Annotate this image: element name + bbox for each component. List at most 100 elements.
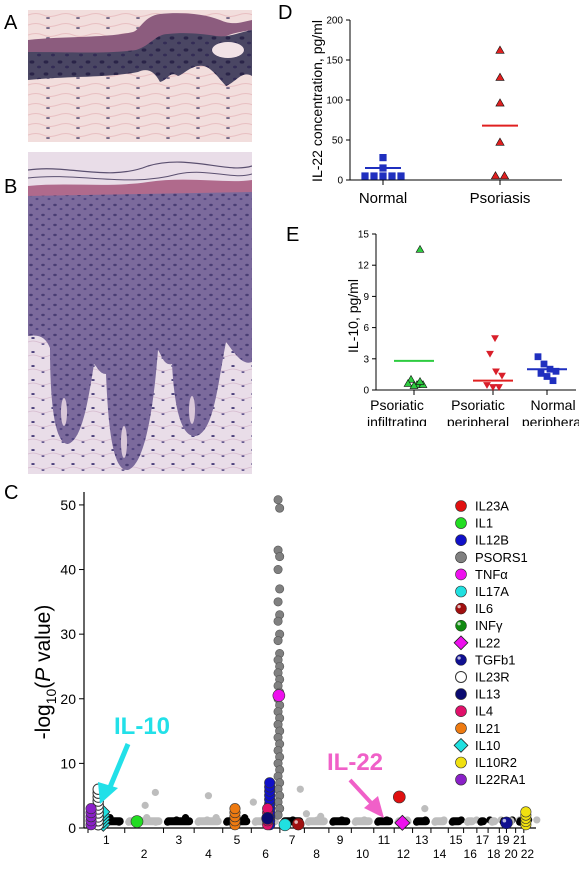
chart-c-legend-label: IL22 <box>475 635 500 650</box>
chart-e-point <box>415 244 425 253</box>
chart-manhattan-plot: 0102030405012345678910111213141516171819… <box>32 492 541 861</box>
chart-c-arrow-il10 <box>105 743 131 793</box>
chart-c-chromosome-label: 14 <box>433 847 447 861</box>
chart-d-point <box>361 172 369 180</box>
chart-e-point <box>486 350 494 358</box>
chart-c-snp-point <box>203 816 211 824</box>
chart-c-gene-point <box>500 816 513 830</box>
chart-c-legend-label: IL22RA1 <box>475 772 526 787</box>
chart-c-snp-point <box>412 818 421 826</box>
chart-e-point <box>409 381 419 389</box>
chart-e-y-tick-label: 15 <box>358 230 370 241</box>
chart-c-legend-marker <box>455 602 467 615</box>
chart-c-chromosome-label: 17 <box>476 833 490 847</box>
chart-c-snp-point <box>463 818 472 826</box>
chart-d-point <box>495 72 505 81</box>
panel-label-c: C <box>4 482 19 504</box>
chart-e-category-label: Psoriatic <box>451 397 505 413</box>
chart-c-legend-label: IL13 <box>475 687 500 702</box>
chart-d-y-tick-label: 100 <box>326 96 343 107</box>
chart-c-snp-point <box>115 818 123 826</box>
chart-d-ylabel: IL-22 concentration, pg/ml <box>309 20 325 182</box>
chart-d-y-tick-label: 200 <box>326 16 343 27</box>
chart-c-gene-point <box>520 806 532 818</box>
chart-c-gene-point <box>394 814 411 831</box>
chart-c-gene-point <box>261 812 274 825</box>
chart-c-chromosome-label: 3 <box>175 833 182 847</box>
chart-c-snp-point <box>212 814 220 822</box>
chart-c-snp-point <box>304 818 312 826</box>
chart-c-psors1-point <box>273 636 283 646</box>
chart-c-legend-marker-highlight <box>457 656 461 660</box>
chart-c-annotation-il22: IL-22 <box>327 749 383 776</box>
chart-c-legend-label: INFγ <box>475 618 503 633</box>
chart-d-point <box>495 137 505 146</box>
chart-c-snp-point <box>477 818 485 826</box>
chart-c-gene-point <box>278 818 292 832</box>
chart-c-chromosome-label: 18 <box>487 847 501 861</box>
chart-c-psors1-point <box>273 495 283 505</box>
chart-c-gene-point-highlight <box>294 820 298 824</box>
chart-e-category-label: peripheral <box>522 414 579 426</box>
chart-c-snp-point <box>181 814 190 822</box>
chart-c-legend-marker <box>455 688 467 700</box>
chart-e-y-tick-label: 0 <box>363 386 369 397</box>
chart-c-chromosome-label: 16 <box>464 847 478 861</box>
chart-c-snp-point <box>302 810 311 818</box>
chart-c-gene-point <box>292 817 305 831</box>
chart-c-legend-label: IL10 <box>475 738 500 753</box>
chart-c-psors1-point <box>275 584 285 594</box>
chart-c-snp-point <box>374 818 382 826</box>
chart-d-point <box>499 171 510 180</box>
histology-image-psoriatic-skin <box>28 152 252 474</box>
chart-c-chromosome-label: 6 <box>262 847 269 861</box>
chart-c-chromosome-label: 22 <box>521 847 535 861</box>
chart-c-chromosome-label: 5 <box>234 833 241 847</box>
chart-c-snp-point <box>431 818 439 826</box>
chart-c-legend-marker <box>453 635 469 651</box>
chart-e-point <box>483 382 491 389</box>
chart-c-arrow-il22 <box>348 778 376 808</box>
chart-c-legend-label: IL10R2 <box>475 755 517 770</box>
chart-c-snp-point <box>317 812 325 820</box>
chart-c-chromosome-label: 10 <box>356 847 370 861</box>
chart-c-legend-marker <box>455 585 467 598</box>
chart-c-legend-label: PSORS1 <box>475 550 528 565</box>
chart-e-point <box>491 335 499 343</box>
chart-e-category-label: infiltrating <box>367 414 427 426</box>
chart-c-legend-label: TGFb1 <box>475 652 515 667</box>
chart-c-chromosome-label: 19 <box>496 833 510 847</box>
chart-c-legend-marker <box>455 705 467 717</box>
chart-c-y-tick-label: 50 <box>60 497 76 513</box>
chart-c-chromosome-label: 13 <box>415 833 429 847</box>
chart-e-point <box>540 360 548 368</box>
chart-c-snp-point <box>152 818 160 826</box>
chart-c-gene-point <box>272 689 286 702</box>
chart-c-legend-marker <box>455 517 467 529</box>
chart-e-category-label: peripheral <box>447 414 509 426</box>
chart-c-psors1-point <box>273 565 283 575</box>
chart-c-snp-point <box>440 816 448 824</box>
chart-d-point <box>370 172 378 180</box>
chart-c-snp-point <box>448 818 456 826</box>
chart-c-snp-point <box>163 818 172 826</box>
chart-c-snp-point <box>223 818 231 826</box>
chart-e-point <box>534 353 542 361</box>
chart-c-legend-label: IL23R <box>475 670 510 685</box>
chart-c-psors1-point <box>273 616 283 626</box>
panel-label-e: E <box>286 224 300 246</box>
chart-c-gene-point <box>392 790 406 804</box>
chart-c-legend-label: IL17A <box>475 584 509 599</box>
chart-c-annotation-il10: IL-10 <box>114 713 170 740</box>
chart-c-snp-point <box>329 818 337 826</box>
chart-c-snp-point <box>125 818 133 826</box>
chart-c-legend-marker <box>455 654 467 666</box>
chart-e-y-tick-label: 6 <box>363 323 369 334</box>
chart-c-legend-marker <box>455 500 467 512</box>
chart-c-legend-marker-highlight <box>457 622 461 626</box>
chart-d-y-tick-label: 0 <box>337 176 343 187</box>
chart-c-snp-point <box>421 805 429 813</box>
chart-d-y-tick-label: 150 <box>326 56 343 67</box>
chart-d-point <box>379 172 387 180</box>
